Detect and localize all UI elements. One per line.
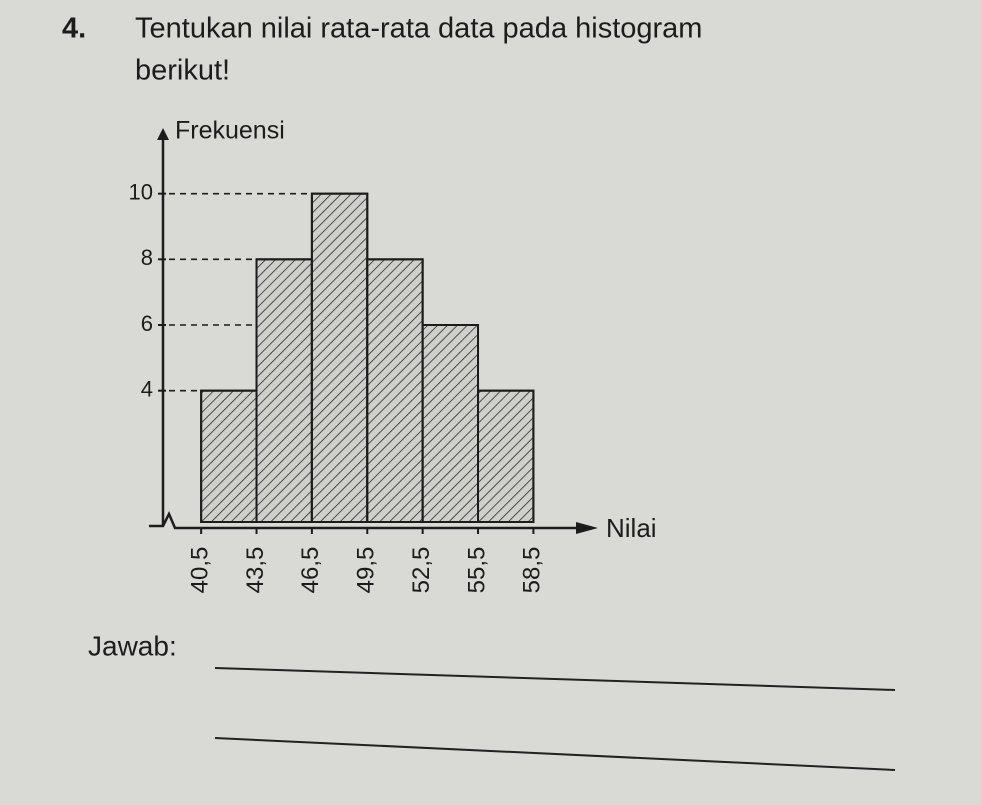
y-axis-label: Frekuensi bbox=[175, 117, 285, 145]
axis-break bbox=[149, 511, 202, 530]
answer-label: Jawab: bbox=[88, 630, 177, 661]
bar-hatch bbox=[310, 192, 369, 524]
question-text: berikut! bbox=[135, 55, 230, 87]
x-tick-label: 43,5 bbox=[242, 547, 269, 594]
x-tick-label: 52,5 bbox=[408, 547, 435, 594]
y-tick-label: 10 bbox=[129, 179, 153, 204]
question-text: Tentukan nilai rata-rata data pada histo… bbox=[135, 13, 702, 45]
x-tick-label: 55,5 bbox=[463, 547, 490, 594]
x-axis-arrow bbox=[576, 522, 598, 534]
answer-line bbox=[214, 667, 896, 691]
bar-hatch bbox=[200, 389, 258, 523]
y-axis-arrow bbox=[157, 128, 169, 140]
x-tick-label: 49,5 bbox=[353, 547, 380, 594]
bar-hatch bbox=[255, 258, 313, 523]
y-tick-label: 6 bbox=[141, 311, 153, 336]
answer-line bbox=[214, 737, 896, 771]
y-tick-label: 8 bbox=[141, 245, 153, 270]
x-tick-label: 58,5 bbox=[519, 547, 546, 594]
y-tick-label: 4 bbox=[141, 376, 153, 401]
bar-hatch bbox=[477, 389, 535, 523]
bar-hatch bbox=[366, 258, 424, 523]
x-tick-label: 46,5 bbox=[297, 547, 324, 594]
x-tick-label: 40,5 bbox=[186, 547, 213, 594]
bar-hatch bbox=[421, 324, 480, 523]
histogram: Frekuensi Nilai 4 6 8 10 40,5 43,5 46,5 49,5 52,5 5… bbox=[129, 117, 657, 594]
x-axis-label: Nilai bbox=[606, 513, 657, 543]
question-number: 4. bbox=[62, 13, 86, 45]
